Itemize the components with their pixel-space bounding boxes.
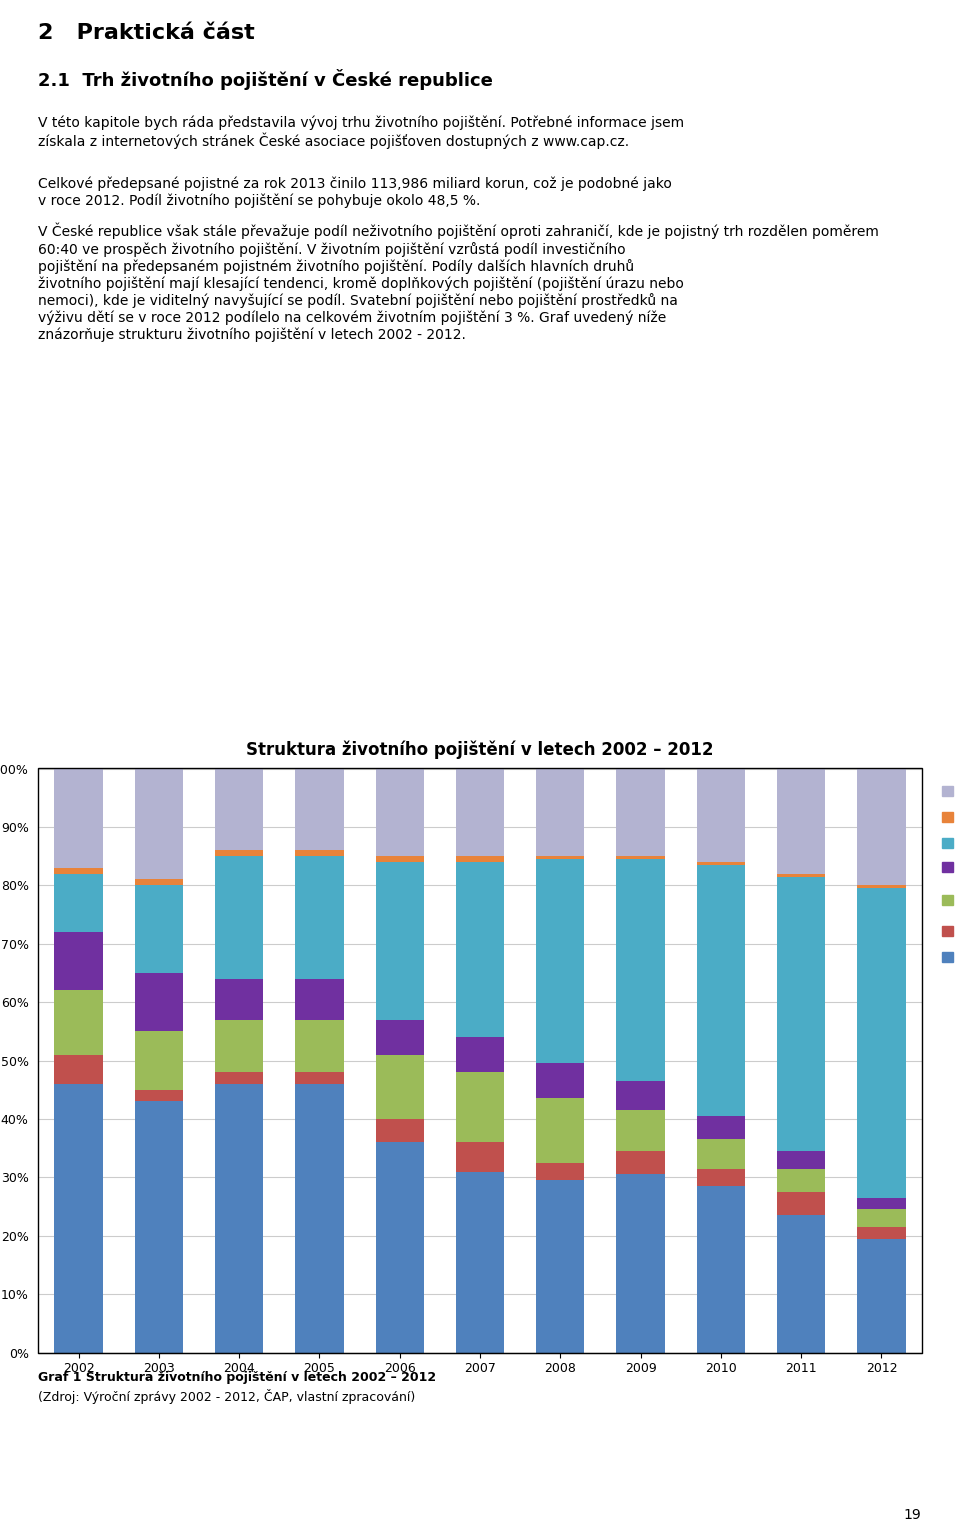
Bar (134, 973, 183, 1031)
Bar (55, 990, 103, 1054)
Bar (456, 1142, 504, 1171)
Bar (697, 862, 745, 865)
Text: 2   Praktická část: 2 Praktická část (38, 23, 255, 43)
Bar (697, 768, 745, 862)
Bar (134, 1102, 183, 1353)
Bar (456, 1037, 504, 1073)
Bar (456, 768, 504, 856)
Bar (456, 862, 504, 1037)
Bar (777, 1151, 826, 1168)
Bar (857, 885, 905, 888)
Bar (857, 1210, 905, 1227)
Bar (296, 856, 344, 979)
Bar (616, 859, 664, 1081)
Bar (777, 1193, 826, 1216)
Bar (55, 768, 103, 868)
Bar (456, 856, 504, 862)
Bar (55, 931, 103, 990)
Bar (537, 1162, 585, 1180)
Bar (375, 1054, 423, 1119)
Bar (55, 1084, 103, 1353)
Bar (215, 979, 263, 1019)
Bar (296, 1073, 344, 1084)
Bar (537, 859, 585, 1064)
Bar (456, 1171, 504, 1353)
Bar (616, 1110, 664, 1151)
Text: V této kapitole bych ráda představila vývoj trhu životního pojištění. Potřebné i: V této kapitole bych ráda představila vý… (38, 115, 684, 149)
Bar (134, 768, 183, 879)
Bar (537, 1064, 585, 1099)
Bar (697, 1168, 745, 1187)
Bar (215, 768, 263, 850)
Bar (375, 768, 423, 856)
Bar (777, 876, 826, 1151)
Bar (375, 1019, 423, 1054)
Bar (857, 888, 905, 1197)
Bar (296, 1019, 344, 1073)
Bar (375, 1142, 423, 1353)
Text: 19: 19 (904, 1508, 922, 1522)
Bar (857, 1197, 905, 1210)
Bar (215, 856, 263, 979)
Bar (697, 1139, 745, 1168)
Bar (215, 850, 263, 856)
Bar (55, 873, 103, 931)
Text: Graf 1 Struktura životního pojištění v letech 2002 – 2012: Graf 1 Struktura životního pojištění v l… (38, 1371, 437, 1383)
Bar (296, 768, 344, 850)
Bar (777, 1168, 826, 1193)
Text: (Zdroj: Výroční zprávy 2002 - 2012, ČAP, vlastní zpracování): (Zdroj: Výroční zprávy 2002 - 2012, ČAP,… (38, 1389, 416, 1405)
Bar (296, 850, 344, 856)
Bar (537, 1180, 585, 1353)
Bar (697, 865, 745, 1116)
Bar (215, 1019, 263, 1073)
Bar (777, 1216, 826, 1353)
Bar (215, 1073, 263, 1084)
Bar (857, 768, 905, 885)
Bar (375, 862, 423, 1019)
Bar (777, 768, 826, 873)
Legend: Doplňková pojištění (pojištění
úrazu a pojištění nemoci), Kapitálové činnosti, P: Doplňková pojištění (pojištění úrazu a p… (936, 775, 960, 973)
Bar (456, 1073, 504, 1142)
Bar (857, 1227, 905, 1239)
Bar (134, 1090, 183, 1102)
Text: 2.1  Trh životního pojištění v České republice: 2.1 Trh životního pojištění v České repu… (38, 69, 493, 91)
Bar (537, 1099, 585, 1162)
Bar (134, 879, 183, 885)
Bar (537, 768, 585, 856)
Bar (55, 1054, 103, 1084)
Bar (134, 1031, 183, 1090)
Bar (55, 868, 103, 873)
Bar (857, 1239, 905, 1353)
Bar (777, 873, 826, 876)
Bar (616, 1081, 664, 1110)
Bar (616, 1174, 664, 1353)
Bar (215, 1084, 263, 1353)
Bar (616, 768, 664, 856)
Title: Struktura životního pojištění v letech 2002 – 2012: Struktura životního pojištění v letech 2… (247, 741, 713, 759)
Bar (697, 1116, 745, 1139)
Text: Celkové předepsané pojistné za rok 2013 činilo 113,986 miliard korun, což je pod: Celkové předepsané pojistné za rok 2013 … (38, 177, 672, 207)
Bar (296, 1084, 344, 1353)
Bar (697, 1187, 745, 1353)
Bar (134, 885, 183, 973)
Bar (296, 979, 344, 1019)
Bar (616, 856, 664, 859)
Bar (537, 856, 585, 859)
Bar (375, 1119, 423, 1142)
Bar (375, 856, 423, 862)
Text: V České republice však stále převažuje podíl neživotního pojištění oproti zahran: V České republice však stále převažuje p… (38, 223, 879, 341)
Bar (616, 1151, 664, 1174)
